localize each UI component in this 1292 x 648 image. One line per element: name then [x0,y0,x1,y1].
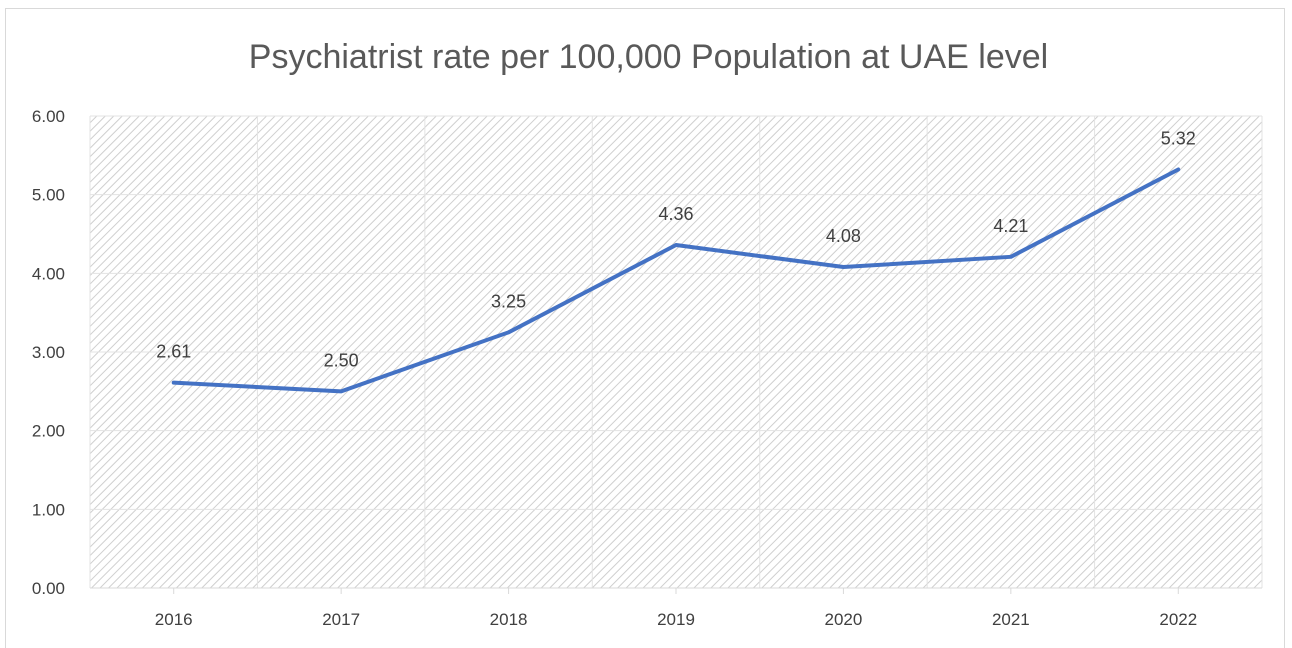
x-tick-label: 2019 [657,610,695,629]
data-label: 5.32 [1161,128,1196,148]
y-tick-label: 2.00 [32,422,65,441]
y-tick-label: 6.00 [32,107,65,126]
x-tick-label: 2022 [1159,610,1197,629]
y-tick-label: 4.00 [32,264,65,283]
data-label: 4.21 [993,216,1028,236]
x-tick-label: 2021 [992,610,1030,629]
chart-title: Psychiatrist rate per 100,000 Population… [248,38,1049,76]
x-tick-label: 2018 [490,610,528,629]
x-tick-label: 2017 [322,610,360,629]
y-tick-label: 3.00 [32,343,65,362]
y-tick-label: 0.00 [32,579,65,598]
y-tick-label: 1.00 [32,500,65,519]
data-label: 4.36 [658,204,693,224]
data-label: 2.50 [324,350,359,370]
x-tick-label: 2016 [155,610,193,629]
y-tick-label: 5.00 [32,186,65,205]
series-line [171,167,1181,394]
data-label: 3.25 [491,291,526,311]
data-label: 4.08 [826,226,861,246]
x-tick-label: 2020 [825,610,863,629]
data-label: 2.61 [156,342,191,362]
